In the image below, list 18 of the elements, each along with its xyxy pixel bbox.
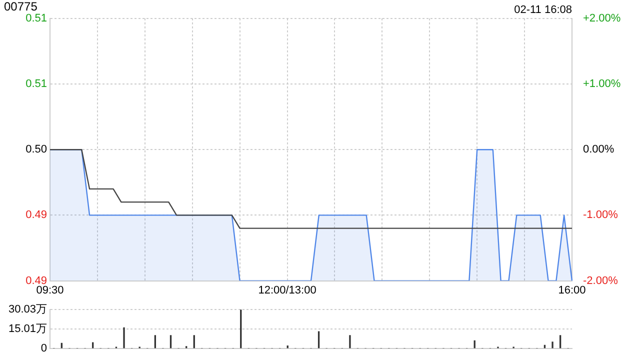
y2-tick-label: 0.00% [583, 144, 614, 156]
y-tick-label: 15.01万 [8, 323, 47, 336]
x-tick-label: 16:00 [558, 284, 586, 296]
x-tick-label: 09:30 [36, 284, 64, 296]
y-tick-label: 30.03万 [8, 304, 47, 316]
y-tick-label: 0.50 [26, 144, 47, 156]
y-tick-label: 0.49 [26, 274, 47, 287]
x-tick-label: 12:00/13:00 [258, 284, 316, 296]
y2-tick-label: +2.00% [583, 12, 621, 24]
y2-tick-label: -2.00% [583, 274, 618, 287]
y-tick-label: 0 [40, 342, 47, 354]
y2-tick-label: +1.00% [583, 78, 621, 90]
y2-tick-label: -1.00% [583, 209, 618, 222]
y-tick-label: 0.49 [26, 209, 47, 222]
y-tick-label: 0.51 [26, 12, 47, 24]
text: 02-11 16:08 [514, 4, 572, 16]
chart-title: 00775 [4, 0, 38, 14]
y-tick-label: 0.51 [26, 78, 47, 90]
